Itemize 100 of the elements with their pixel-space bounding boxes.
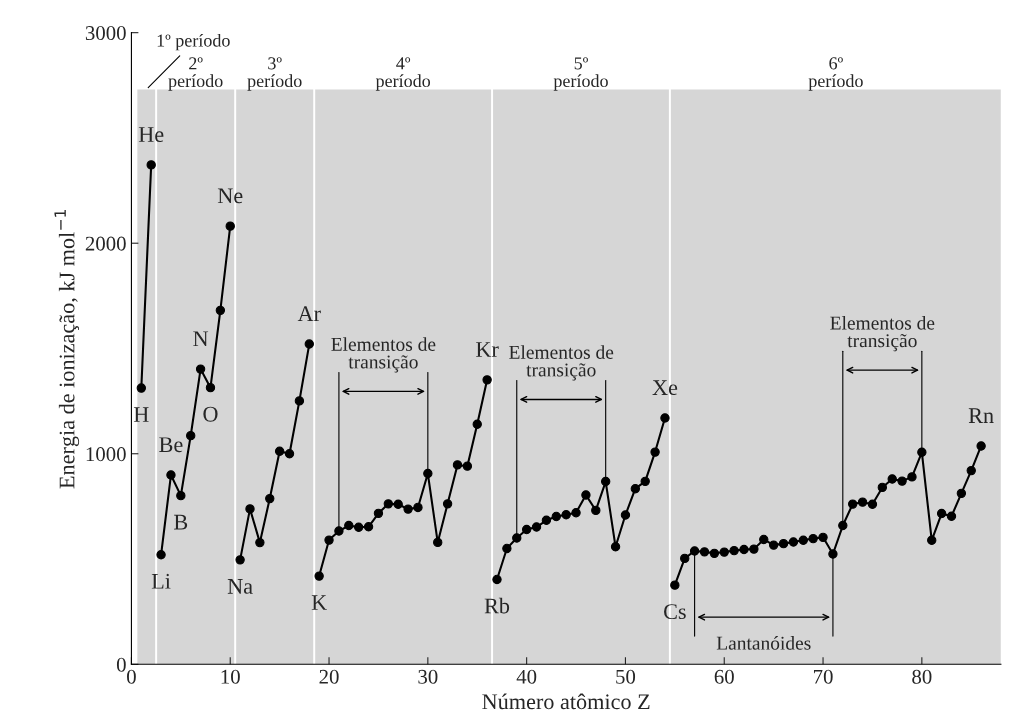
- point: [423, 468, 433, 479]
- point: [482, 375, 492, 385]
- point: [768, 540, 779, 550]
- annotation: Elementos de transição: [830, 315, 935, 352]
- point: [255, 537, 265, 548]
- point: [166, 470, 176, 480]
- point: [225, 221, 235, 231]
- point: [907, 472, 917, 482]
- annotation: Xe: [652, 380, 678, 396]
- point: [640, 476, 650, 487]
- annotation: O: [203, 406, 218, 422]
- point: [472, 419, 482, 429]
- annotation: H: [133, 407, 149, 422]
- point: [136, 383, 146, 393]
- point: [363, 522, 374, 532]
- point: [897, 476, 907, 486]
- x-tick-label: 50: [616, 669, 636, 684]
- point: [433, 537, 443, 548]
- annotation: Elementos de transição: [331, 337, 436, 373]
- band-label: 5º período: [553, 57, 608, 91]
- y-axis-title: Energia de ionização, kJ mol$^{−1}$: [54, 210, 80, 489]
- point: [195, 364, 206, 374]
- point: [541, 515, 552, 525]
- annotation: K: [311, 595, 327, 610]
- point: [848, 499, 858, 509]
- point: [749, 544, 759, 554]
- point: [413, 502, 423, 513]
- y-tick-label: 3000: [85, 26, 126, 41]
- point: [630, 484, 641, 494]
- x-tick-label: 60: [714, 669, 734, 684]
- point: [215, 305, 226, 316]
- band-label: 1º período: [157, 33, 230, 51]
- point: [314, 571, 324, 581]
- point: [265, 493, 275, 504]
- point: [946, 511, 957, 521]
- annotation: Rn: [968, 408, 994, 423]
- y-tick-label: 1000: [86, 447, 126, 462]
- point: [660, 413, 670, 423]
- band-label: 2º período: [168, 57, 223, 91]
- point: [334, 526, 344, 536]
- point: [680, 553, 690, 564]
- point: [778, 538, 789, 549]
- annotation: Elementos de transição: [509, 345, 614, 381]
- annotation: Rb: [484, 597, 510, 614]
- y-tick-label: 2000: [85, 236, 126, 251]
- point: [245, 504, 255, 514]
- point: [571, 508, 581, 518]
- point: [531, 522, 542, 532]
- point: [373, 508, 384, 519]
- y-tick-label: 0: [116, 657, 126, 672]
- annotation: Lantanóides: [716, 636, 811, 650]
- x-tick-label: 30: [418, 669, 438, 684]
- point: [393, 499, 403, 509]
- annotation: He: [138, 127, 164, 143]
- point: [798, 535, 808, 545]
- x-tick-label: 20: [319, 669, 339, 684]
- point: [156, 550, 166, 560]
- point: [620, 510, 631, 520]
- point: [956, 488, 967, 499]
- x-tick-label: 0: [127, 669, 136, 684]
- point: [176, 490, 186, 501]
- point: [551, 511, 561, 522]
- annotation: Li: [151, 573, 171, 589]
- point: [521, 524, 532, 535]
- point: [561, 510, 571, 520]
- point: [887, 474, 897, 484]
- x-tick-label: 80: [912, 669, 932, 684]
- point: [452, 460, 463, 470]
- point: [353, 522, 364, 532]
- x-tick-label: 10: [221, 669, 240, 684]
- point: [502, 543, 512, 554]
- point: [600, 476, 611, 487]
- x-axis-title: Número atômico Z: [482, 693, 650, 710]
- point: [670, 580, 680, 590]
- point: [344, 520, 354, 531]
- point: [719, 547, 729, 557]
- annotation: Cs: [664, 604, 686, 620]
- point: [976, 441, 986, 451]
- point: [808, 533, 818, 544]
- point: [867, 499, 878, 509]
- point: [383, 499, 393, 509]
- point: [788, 537, 799, 547]
- annotation: Ne: [217, 188, 243, 204]
- point: [492, 574, 502, 585]
- point: [759, 534, 769, 545]
- point: [857, 497, 868, 507]
- point: [729, 545, 739, 556]
- point: [927, 535, 937, 545]
- point: [235, 555, 245, 565]
- x-tick-label: 70: [814, 669, 833, 684]
- point: [838, 520, 848, 531]
- band-label: 6º período: [808, 57, 863, 91]
- point: [581, 490, 591, 500]
- point: [699, 547, 710, 557]
- point: [689, 546, 700, 556]
- point: [966, 465, 976, 476]
- point: [274, 446, 285, 456]
- annotation: Be: [159, 437, 183, 453]
- point: [294, 396, 305, 406]
- annotation: B: [174, 514, 188, 530]
